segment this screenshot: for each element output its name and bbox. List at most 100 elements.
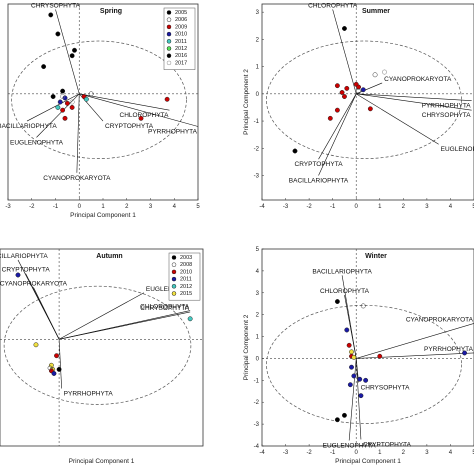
vector-label: CRYPTOPHYTA [295,161,344,168]
data-point [377,353,383,359]
data-point [358,393,364,399]
loading-vector [332,9,357,94]
data-point [57,99,63,105]
y-tick-label: -3 [254,422,260,428]
data-point [349,349,354,355]
loading-vector [356,352,474,359]
panel-summer: CHLOROPHYTA CYANOPROKARYOTA PYRRHOPHYTA CHR… [243,2,474,210]
loading-vector [26,93,80,122]
data-point [292,148,298,154]
data-point [56,366,62,372]
x-tick-label: 1 [101,204,105,210]
vector-label: CRYPTOPHYTA [2,267,51,274]
confidence-ellipse [3,285,192,405]
data-point [357,376,363,382]
data-point [33,342,39,348]
data-point [341,412,347,418]
legend-marker [171,276,177,282]
vector-label: CHLOROPHYTA [120,112,170,119]
x-tick-label: 4 [173,204,177,210]
y-tick-label: 3 [256,10,260,16]
x-axis-label: Principal Component 1 [69,458,135,465]
legend-entry: 2012 [175,46,187,52]
y-tick-label: 4 [256,269,260,275]
data-point [339,90,345,95]
legend-marker [166,46,172,51]
y-tick-label: 2 [256,313,260,319]
data-point [69,53,75,59]
legend-entry: 2011 [180,277,192,283]
data-point [351,354,357,360]
data-point [60,94,66,100]
y-tick-label: 3 [256,291,260,297]
legend-marker [166,39,172,44]
data-point [360,303,366,309]
legend-entry: 2012 [180,284,192,290]
data-point [54,353,59,359]
vector-label: CYANOPROKARYOTA [0,280,68,287]
data-point [41,64,47,70]
legend-entry: 2017 [175,60,187,66]
y-tick-label: 0 [256,92,260,98]
legend-box [163,7,196,70]
legend-marker [171,255,177,260]
vector-label: CHRYSOPHYTA [140,305,190,312]
data-point [47,365,53,371]
x-tick-label: 1 [378,450,382,456]
data-point [462,350,468,356]
vector-label: EUGLENOPHYTA [10,139,64,146]
x-tick-label: -4 [259,450,265,456]
x-axis-label: Principal Component 1 [335,458,401,465]
vector-label: CYANOPROKARYOTA [406,316,474,323]
x-tick-label: 0 [355,204,359,210]
x-tick-label: -1 [330,204,336,210]
vector-label: EUGLENOPHYTA [441,146,474,153]
x-tick-label: 3 [149,204,153,210]
data-point [50,94,56,100]
x-tick-label: 2 [402,204,406,210]
loading-vector [76,93,80,173]
plot-frame [0,248,204,447]
loading-vector [355,358,362,440]
data-point [15,272,21,278]
y-tick-label: 2 [256,37,260,43]
panel-title: Spring [100,8,122,15]
legend-entry: 2010 [180,269,192,275]
vector-label: CRYPTOPHYTA [363,441,412,448]
data-point [55,104,61,110]
data-point [334,299,340,304]
vector-label: BACILLARIOPHYTA [0,253,48,260]
legend-marker [166,53,172,58]
loading-vector [58,292,145,340]
y-tick-label: 0 [256,356,260,362]
x-tick-label: 3 [425,450,429,456]
data-point [60,107,66,113]
y-tick-label: -4 [254,444,260,450]
data-point [138,115,144,121]
vector-label: EUGLENOPHYTA [323,443,377,450]
x-tick-label: -3 [283,204,289,210]
y-axis-label: Principal Component 2 [243,314,250,380]
vector-label: PYRRHOPHYTA [422,103,472,110]
data-point [334,83,340,89]
data-point [344,327,350,333]
legend-marker [171,291,177,296]
data-point [48,12,54,18]
plot-frame [261,248,474,447]
data-point [69,104,75,110]
vector-label: PYRRHOPHYTA [64,391,114,398]
loading-vector [356,93,472,101]
data-point [62,95,68,101]
loading-vector [356,93,439,145]
legend-entry: 2016 [175,53,187,59]
vector-label: CHRYSOPHYTA [31,2,81,9]
y-tick-label: -2 [254,146,260,152]
loading-vector [356,323,474,359]
legend-entry: 2008 [180,262,192,268]
x-tick-label: -2 [29,204,35,210]
panel-title: Winter [365,253,387,260]
data-point [327,115,333,121]
loading-vector [33,287,60,340]
